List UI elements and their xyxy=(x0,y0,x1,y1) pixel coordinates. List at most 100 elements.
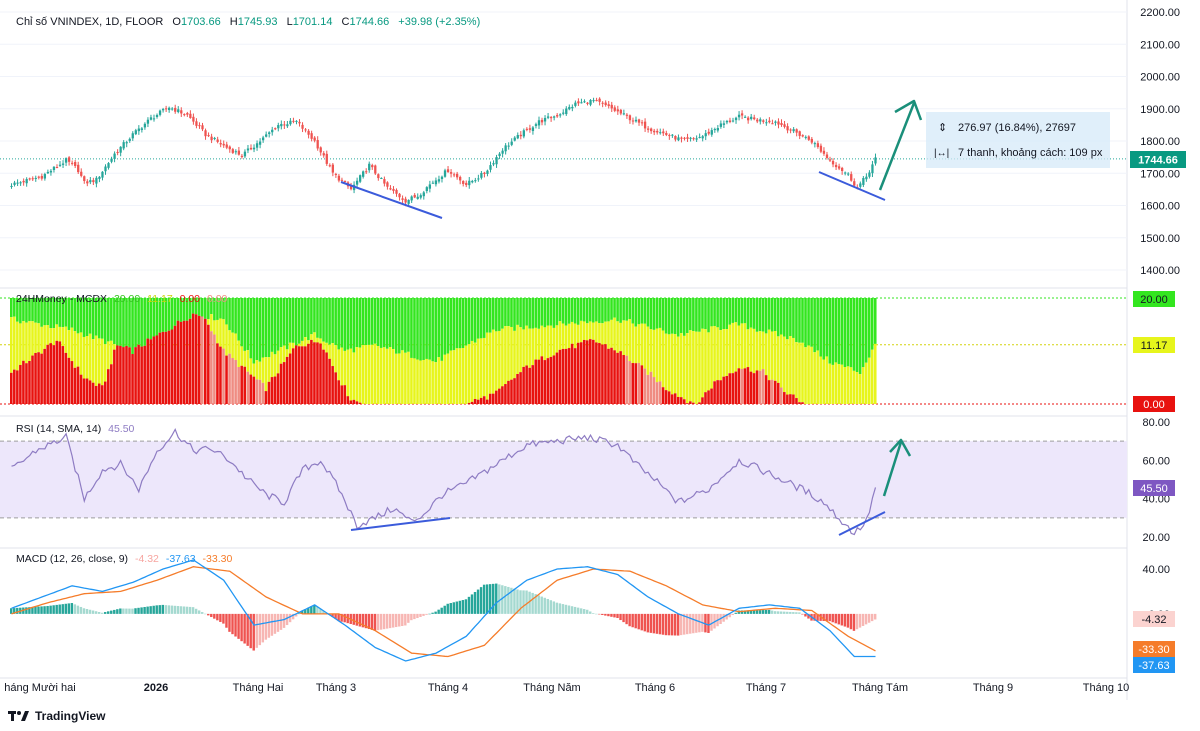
mcdx-yellow-segment xyxy=(592,322,595,340)
mcdx-bar xyxy=(13,298,16,404)
mcdx-green-segment xyxy=(176,298,180,321)
mcdx-red-segment xyxy=(331,366,334,404)
macd-hist-bar xyxy=(585,609,589,614)
mcdx-bar xyxy=(482,298,486,404)
candle xyxy=(265,131,268,138)
macd-hist-bar xyxy=(676,613,680,636)
mcdx-green-segment xyxy=(331,298,334,344)
mcdx-red-segment xyxy=(482,396,486,404)
mcdx-green-segment xyxy=(134,298,137,348)
candle-body xyxy=(552,116,556,118)
candle-body xyxy=(810,138,813,143)
candle-body xyxy=(689,137,692,139)
mcdx-green-segment xyxy=(379,298,383,348)
mcdx-green-segment xyxy=(34,298,37,323)
mcdx-yellow-segment xyxy=(455,348,459,404)
mcdx-yellow-segment xyxy=(670,333,674,395)
mcdx-red-segment xyxy=(276,373,280,404)
mcdx-yellow-segment xyxy=(434,362,437,404)
candle xyxy=(774,120,777,126)
mcdx-red-segment xyxy=(725,376,729,404)
candle-body xyxy=(286,124,289,127)
mcdx-green-segment xyxy=(325,298,328,343)
mcdx-bar xyxy=(698,298,701,404)
candle xyxy=(171,107,174,111)
candle xyxy=(740,110,744,120)
candle xyxy=(486,169,489,177)
macd-hist-bar xyxy=(595,613,598,615)
candle xyxy=(525,127,529,132)
mcdx-red-segment xyxy=(255,379,259,404)
candle xyxy=(653,128,656,136)
macd-hist-bar xyxy=(570,606,574,614)
mcdx-red-segment xyxy=(291,348,295,404)
mcdx-green-segment xyxy=(792,298,795,338)
price-annotations xyxy=(340,99,923,219)
mcdx-bar xyxy=(167,298,171,404)
mcdx-yellow-segment xyxy=(370,344,374,404)
candle xyxy=(837,163,841,171)
macd-hist-bar xyxy=(734,612,737,614)
mcdx-red-segment xyxy=(70,361,74,404)
candle-body xyxy=(650,128,653,132)
mcdx-green-segment xyxy=(679,298,683,334)
mcdx-red-segment xyxy=(761,369,765,404)
mcdx-green-segment xyxy=(801,298,804,343)
tradingview-logo[interactable]: TradingView xyxy=(8,707,105,725)
mcdx-green-segment xyxy=(476,298,480,339)
mcdx-red-segment xyxy=(107,369,110,404)
mcdx-green-segment xyxy=(446,298,450,354)
candle-body xyxy=(295,120,298,122)
macd-hist-bar xyxy=(482,584,486,614)
mcdx-green-segment xyxy=(16,298,19,322)
candle xyxy=(556,113,559,118)
candle xyxy=(698,133,701,139)
mcdx-red-segment xyxy=(604,344,607,404)
candle-body xyxy=(440,176,444,180)
candle-body xyxy=(686,137,689,139)
macd-hist-bar xyxy=(297,613,301,615)
macd-hist-bar xyxy=(294,613,298,617)
mcdx-bar xyxy=(734,298,738,404)
mcdx-yellow-segment xyxy=(543,327,547,361)
mcdx-red-segment xyxy=(122,347,125,404)
mcdx-green-segment xyxy=(288,298,292,343)
candle-body xyxy=(519,134,522,137)
mcdx-green-segment xyxy=(849,298,853,368)
macd-title: MACD (12, 26, close, 9) xyxy=(16,553,128,565)
macd-hist-bar xyxy=(867,613,871,623)
mcdx-red-segment xyxy=(673,393,677,404)
macd-hist-bar xyxy=(519,590,522,614)
mcdx-bar xyxy=(146,298,149,404)
mcdx-green-segment xyxy=(261,298,265,358)
candle-body xyxy=(580,102,583,104)
mcdx-green-segment xyxy=(200,298,204,317)
mcdx-red-segment xyxy=(495,390,498,404)
mcdx-bar xyxy=(861,298,865,404)
macd-hist-bar xyxy=(840,613,844,626)
mcdx-yellow-segment xyxy=(398,353,401,404)
candle xyxy=(507,142,510,150)
mcdx-green-segment xyxy=(225,298,228,325)
mcdx-yellow-segment xyxy=(10,317,13,373)
macd-hist-bar xyxy=(334,613,337,620)
mcdx-red-segment xyxy=(310,339,313,404)
mcdx-yellow-segment xyxy=(337,349,340,381)
mcdx-yellow-segment xyxy=(373,343,377,404)
mcdx-yellow-segment xyxy=(13,316,16,370)
candle xyxy=(756,118,759,124)
macd-hist-bar xyxy=(64,603,67,614)
mcdx-yellow-segment xyxy=(686,333,689,404)
mcdx-green-segment xyxy=(813,298,816,353)
mcdx-red-segment xyxy=(476,399,480,404)
macd-hist-bar xyxy=(385,613,389,629)
candle xyxy=(859,181,862,189)
candle xyxy=(568,104,571,111)
macd-hist-bar xyxy=(607,613,610,617)
mcdx-label-20: 20.00 xyxy=(1133,291,1175,307)
mcdx-bar xyxy=(404,298,407,404)
mcdx-green-segment xyxy=(534,298,538,328)
mcdx-red-segment xyxy=(767,380,771,404)
mcdx-green-segment xyxy=(531,298,534,329)
macd-hist-bar xyxy=(97,612,101,614)
